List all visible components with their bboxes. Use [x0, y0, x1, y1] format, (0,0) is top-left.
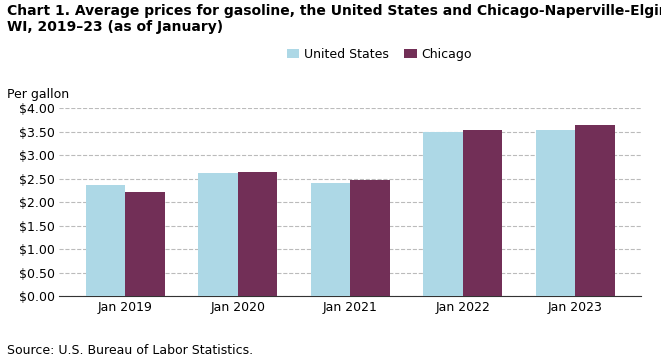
Bar — [463, 130, 502, 296]
Bar — [424, 132, 463, 296]
Legend: United States, Chicago: United States, Chicago — [282, 43, 477, 66]
Text: Source: U.S. Bureau of Labor Statistics.: Source: U.S. Bureau of Labor Statistics. — [7, 344, 253, 357]
Bar — [198, 173, 238, 296]
Bar — [126, 192, 165, 296]
Text: Chart 1. Average prices for gasoline, the United States and Chicago-Naperville-E: Chart 1. Average prices for gasoline, th… — [7, 4, 661, 34]
Bar — [311, 183, 350, 296]
Text: Per gallon: Per gallon — [7, 88, 69, 101]
Bar — [575, 125, 615, 296]
Bar — [86, 185, 126, 296]
Bar — [536, 130, 575, 296]
Bar — [350, 180, 390, 296]
Bar — [238, 172, 277, 296]
